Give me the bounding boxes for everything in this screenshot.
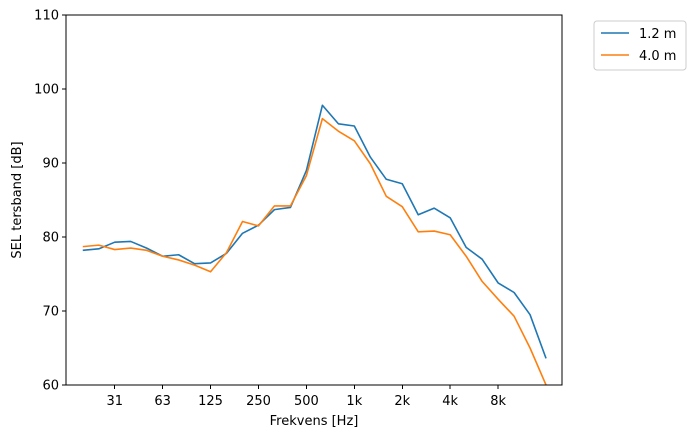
series-line-4-0m [82,117,547,386]
y-tick-label: 70 [42,305,59,320]
series-layer [82,104,547,386]
x-axis-label: Frekvens [Hz] [270,414,359,429]
axes-frame [65,14,563,386]
legend: 1.2 m 4.0 m [593,20,687,71]
x-tick-label: 63 [154,394,171,409]
plot-area [65,14,563,386]
y-tick-label: 80 [42,231,59,246]
x-tick-label: 250 [246,394,271,409]
x-tick-label: 500 [294,394,319,409]
y-axis: 60 70 80 90 100 110 [34,9,66,394]
x-tick-label: 31 [106,394,123,409]
series-line-1-2m [82,104,547,359]
y-tick-label: 100 [34,83,59,98]
x-tick-label: 8k [490,394,506,409]
x-tick-label: 2k [394,394,410,409]
y-axis-label: SEL tersband [dB] [10,141,25,258]
y-tick-label: 110 [34,9,59,24]
y-tick-label: 90 [42,157,59,172]
legend-label-1-2m: 1.2 m [639,27,676,42]
x-tick-label: 125 [198,394,223,409]
x-axis: 31 63 125 250 500 1k 2k 4k 8k [106,385,506,409]
legend-label-4-0m: 4.0 m [639,49,676,64]
y-tick-label: 60 [42,379,59,394]
x-tick-label: 4k [442,394,458,409]
x-tick-label: 1k [346,394,362,409]
